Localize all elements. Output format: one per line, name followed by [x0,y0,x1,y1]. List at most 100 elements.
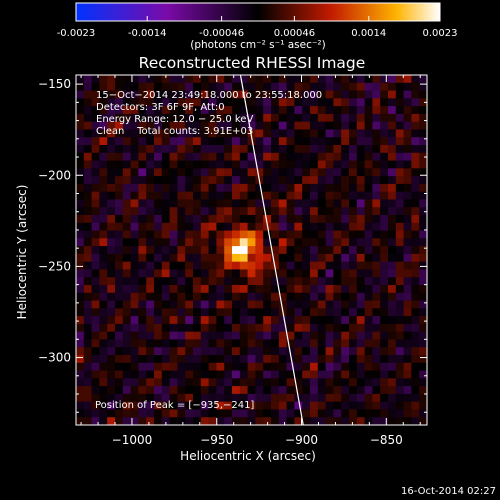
heatmap-cell [185,347,194,356]
heatmap-cell [161,246,171,255]
heatmap-cell [161,98,171,107]
heatmap-cell [224,75,233,84]
heatmap-cell [224,277,233,286]
heatmap-cell [208,160,217,169]
heatmap-cell [411,300,420,309]
heatmap-cell [122,285,132,294]
heatmap-cell [395,145,405,154]
heatmap-cell [263,129,272,138]
heatmap-cell [403,417,412,425]
heatmap-cell [232,401,241,411]
heatmap-cell [419,339,427,348]
heatmap-cell [130,191,139,201]
heatmap-cell [302,137,311,146]
heatmap-cell [278,168,288,177]
heatmap-cell [364,238,373,247]
heatmap-cell [380,246,389,255]
heatmap-cell [333,145,342,154]
heatmap-cell [372,323,381,333]
heatmap-cell [286,199,295,208]
heatmap-cell [302,152,311,162]
heatmap-cell [364,145,373,154]
heatmap-cell [216,370,225,379]
heatmap-cell [76,285,85,294]
heatmap-cell [161,106,171,115]
heatmap-cell [83,253,93,263]
heatmap-cell [177,207,186,216]
heatmap-cell [317,417,327,425]
heatmap-cell [356,378,366,387]
heatmap-cell [341,277,350,286]
heatmap-cell [161,323,171,333]
heatmap-cell [208,393,217,403]
heatmap-cell [294,339,303,348]
heatmap-cell [286,230,295,239]
heatmap-cell [138,222,147,232]
heatmap-cell [317,207,327,216]
heatmap-cell [263,277,272,286]
heatmap-cell [83,145,93,154]
heatmap-cell [395,308,405,317]
heatmap-cell [99,191,108,201]
heatmap-cell [208,331,217,341]
heatmap-cell [325,106,334,115]
heatmap-cell [333,160,342,169]
heatmap-cell [232,90,241,99]
heatmap-cell [403,323,412,333]
heatmap-cell [138,378,147,387]
heatmap-cell [419,191,427,201]
heatmap-cell [271,90,280,99]
heatmap-cell [294,285,303,294]
heatmap-cell [130,409,139,418]
heatmap-cell [224,308,233,317]
heatmap-cell [388,253,397,263]
heatmap-cell [356,323,366,333]
heatmap-cell [91,106,100,115]
heatmap-cell [403,238,412,247]
heatmap-image [76,75,427,425]
heatmap-cell [302,285,311,294]
heatmap-cell [356,230,366,239]
heatmap-cell [310,168,319,177]
heatmap-cell [341,98,350,107]
heatmap-cell [115,253,124,263]
heatmap-cell [364,160,373,169]
heatmap-cell [200,409,210,418]
heatmap-cell [364,269,373,278]
heatmap-cell [99,378,108,387]
heatmap-cell [130,121,139,131]
heatmap-cell [247,152,256,162]
heatmap-cell [200,417,210,425]
heatmap-cell [356,316,366,325]
heatmap-cell [200,300,210,309]
heatmap-cell [161,339,171,348]
heatmap-cell [247,339,256,348]
heatmap-cell [380,191,389,201]
heatmap-cell [364,285,373,294]
heatmap-cell [349,75,358,84]
heatmap-cell [247,191,256,201]
heatmap-cell [154,238,163,247]
heatmap-cell [317,152,327,162]
heatmap-cell [403,339,412,348]
heatmap-cell [388,98,397,107]
heatmap-cell [122,323,132,333]
heatmap-cell [411,90,420,99]
heatmap-cell [286,308,295,317]
heatmap-cell [341,238,350,247]
heatmap-cell [325,300,334,309]
heatmap-cell [247,121,256,131]
heatmap-cell [83,261,93,271]
heatmap-cell [294,409,303,418]
heatmap-cell [388,160,397,169]
heatmap-cell [372,292,381,302]
heatmap-cell [349,82,358,92]
heatmap-cell [317,215,327,224]
heatmap-cell [278,145,288,154]
heatmap-cell [263,386,272,395]
heatmap-cell [302,417,311,425]
heatmap-cell [239,339,249,348]
heatmap-cell [91,308,100,317]
heatmap-cell [115,362,124,372]
heatmap-cell [286,191,295,201]
